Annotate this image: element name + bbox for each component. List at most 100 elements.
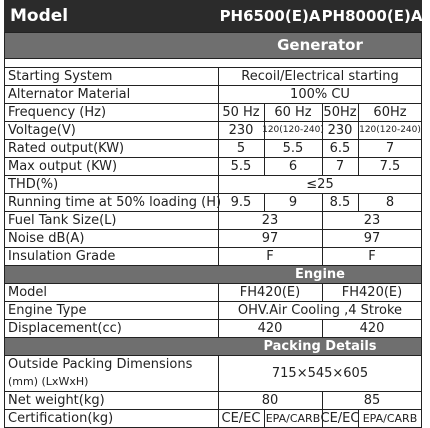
- rule: [4, 301, 422, 302]
- rule: [218, 319, 219, 337]
- rule: [218, 193, 219, 211]
- cell-value: 6: [288, 158, 298, 174]
- cell-value: 7: [335, 158, 345, 174]
- row-label: Rated output(KW): [8, 140, 125, 156]
- rule: [358, 157, 359, 175]
- cell-value: 60Hz: [373, 104, 407, 120]
- row-label: Engine Type: [8, 302, 87, 318]
- rule: [358, 103, 359, 121]
- section-title: Packing Details: [263, 338, 377, 354]
- rule: [4, 103, 422, 104]
- rule: [322, 139, 323, 157]
- section-bg: [4, 32, 422, 58]
- row-label: Displacement(cc): [8, 320, 122, 336]
- rule: [4, 175, 422, 176]
- cell-value: 7: [385, 140, 395, 156]
- section-title: Engine: [295, 266, 345, 282]
- rule: [358, 409, 359, 427]
- rule: [264, 409, 265, 427]
- rule: [4, 265, 422, 266]
- row-label: Net weight(kg): [8, 392, 105, 408]
- cell-value: 85: [363, 392, 381, 408]
- cell-value: F: [368, 248, 376, 264]
- row-label: Insulation Grade: [8, 248, 116, 264]
- model-name: PH8000(E)A: [321, 7, 423, 25]
- header-label: Model: [10, 6, 69, 26]
- cell-value: 420: [257, 320, 283, 336]
- rule: [218, 391, 219, 409]
- rule: [264, 103, 265, 121]
- cell-value: CE/EC: [320, 410, 360, 426]
- cell-value: CE/EC: [221, 410, 261, 426]
- rule: [4, 283, 422, 284]
- rule: [4, 247, 422, 248]
- row-label: Outside Packing Dimensions: [8, 357, 193, 372]
- cell-value: 5: [236, 140, 246, 156]
- model-name: PH6500(E)A: [219, 7, 321, 25]
- header-bg: [4, 0, 422, 32]
- rule: [4, 121, 422, 122]
- row-label: Max output (KW): [8, 158, 118, 174]
- cell-value: 97: [363, 230, 381, 246]
- row-label: Voltage(V): [8, 122, 76, 138]
- cell-value: 230: [327, 122, 353, 138]
- rule: [322, 409, 323, 427]
- rule: [264, 193, 265, 211]
- rule: [4, 337, 422, 338]
- rule: [4, 157, 422, 158]
- rule: [4, 319, 422, 320]
- cell-value: 23: [363, 212, 381, 228]
- cell-value: 50Hz: [323, 104, 357, 120]
- section-bg: [4, 265, 422, 283]
- rule: [358, 193, 359, 211]
- rule: [4, 211, 422, 212]
- rule: [4, 139, 422, 140]
- rule: [322, 247, 323, 265]
- rule: [218, 139, 219, 157]
- rule: [4, 58, 422, 59]
- cell-value: 50 Hz: [222, 104, 260, 120]
- cell-value: 8.5: [329, 194, 351, 210]
- row-label: Running time at 50% loading (H): [8, 194, 222, 210]
- section-title: Generator: [277, 36, 363, 54]
- cell-value: 60 Hz: [274, 104, 312, 120]
- cell-value: 420: [359, 320, 385, 336]
- row-label: Model: [8, 284, 48, 300]
- rule: [218, 301, 219, 319]
- cell-value: Recoil/Electrical starting: [241, 68, 399, 84]
- rule: [4, 355, 422, 356]
- rule: [322, 319, 323, 337]
- rule: [358, 121, 359, 139]
- section-bg: [4, 337, 422, 355]
- rule: [4, 67, 422, 68]
- cell-value: ≤25: [306, 176, 334, 192]
- rule: [264, 121, 265, 139]
- cell-value: 5.5: [230, 158, 252, 174]
- row-label: (mm) (LxWxH): [8, 375, 89, 388]
- cell-value: F: [266, 248, 274, 264]
- rule: [322, 157, 323, 175]
- rule: [218, 85, 219, 103]
- rule: [322, 121, 323, 139]
- rule: [218, 355, 219, 391]
- cell-value: 120(120-240): [359, 125, 421, 135]
- rule: [4, 229, 422, 230]
- rule: [218, 211, 219, 229]
- cell-value: 715×545×605: [271, 365, 369, 381]
- rule: [218, 121, 219, 139]
- rule: [218, 247, 219, 265]
- row-label: Fuel Tank Size(L): [8, 212, 117, 228]
- row-label: Frequency (Hz): [8, 104, 107, 120]
- cell-value: 230: [228, 122, 254, 138]
- cell-value: 100% CU: [290, 86, 350, 102]
- rule: [218, 229, 219, 247]
- rule: [218, 409, 219, 427]
- cell-value: 5.5: [282, 140, 304, 156]
- cell-value: 7.5: [379, 158, 401, 174]
- cell-value: EPA/CARB: [265, 411, 321, 425]
- rule: [4, 391, 422, 392]
- rule: [322, 283, 323, 301]
- row-label: Noise dB(A): [8, 230, 85, 246]
- cell-value: 97: [261, 230, 279, 246]
